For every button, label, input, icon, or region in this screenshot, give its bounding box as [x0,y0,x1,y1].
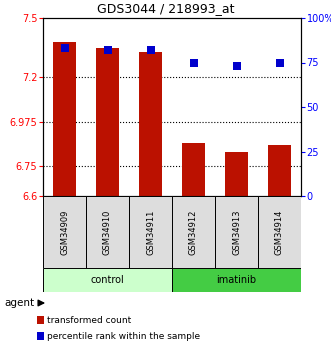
Text: GSM34910: GSM34910 [103,209,112,255]
Point [148,47,153,53]
Bar [268,145,291,196]
Bar [225,152,248,196]
Text: GSM34911: GSM34911 [146,209,155,255]
Bar [259,196,301,268]
Text: GSM34913: GSM34913 [232,209,241,255]
Bar [86,196,128,268]
Point [105,47,110,53]
Text: GSM34914: GSM34914 [275,209,284,255]
Bar [182,142,205,196]
Text: GDS3044 / 218993_at: GDS3044 / 218993_at [97,2,234,16]
Text: imatinib: imatinib [216,275,257,285]
Text: transformed count: transformed count [47,316,131,325]
Bar [96,48,119,196]
Bar [53,42,76,196]
Bar [129,196,171,268]
Bar [37,332,44,341]
Bar [43,196,86,268]
Bar [139,52,162,196]
Bar [172,268,301,292]
Bar [215,196,258,268]
Bar [43,268,171,292]
Text: GSM34912: GSM34912 [189,209,198,255]
Point [62,46,67,51]
Bar [172,196,214,268]
Bar [37,316,44,324]
Point [277,60,282,65]
Point [234,63,239,69]
Text: GSM34909: GSM34909 [60,209,69,255]
Point [191,60,196,65]
Text: control: control [91,275,124,285]
Text: percentile rank within the sample: percentile rank within the sample [47,332,200,341]
Text: agent: agent [4,298,34,308]
